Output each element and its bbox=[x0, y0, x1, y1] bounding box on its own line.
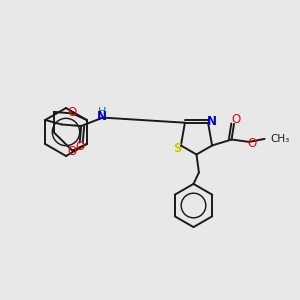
Text: N: N bbox=[97, 110, 106, 123]
Text: O: O bbox=[67, 106, 76, 119]
Text: CH₃: CH₃ bbox=[270, 134, 289, 144]
Text: S: S bbox=[173, 142, 182, 155]
Text: O: O bbox=[67, 145, 76, 158]
Text: O: O bbox=[232, 113, 241, 127]
Text: O: O bbox=[75, 140, 84, 153]
Text: H: H bbox=[98, 107, 106, 117]
Text: O: O bbox=[248, 137, 257, 150]
Text: N: N bbox=[207, 115, 217, 128]
